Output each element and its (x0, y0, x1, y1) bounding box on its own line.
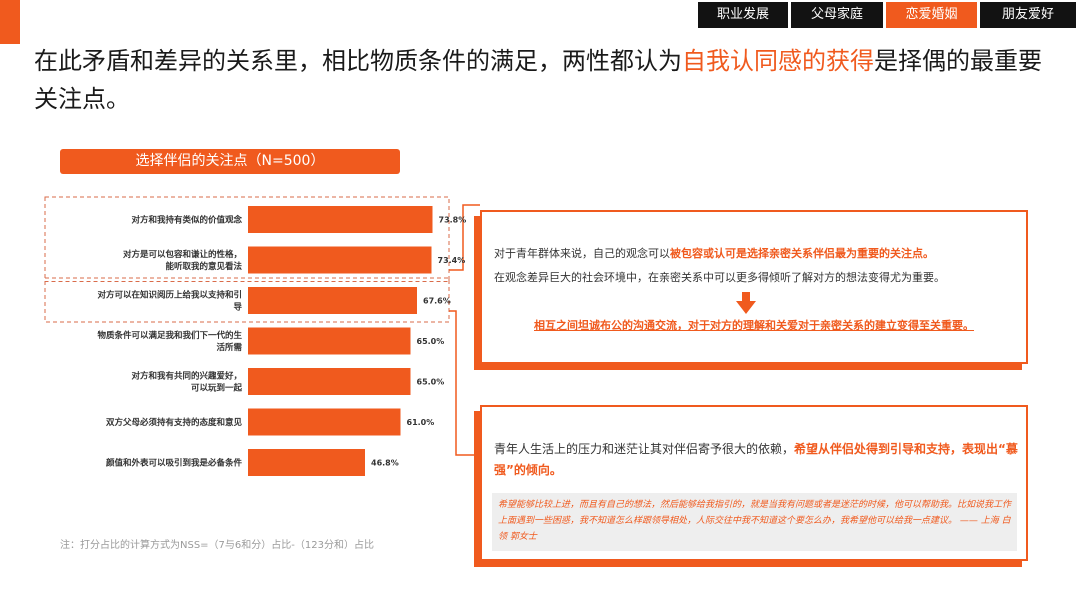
tab-family[interactable]: 父母家庭 (791, 2, 883, 28)
bar-1 (248, 246, 432, 274)
value-label-1: 73.4% (438, 256, 466, 265)
callout1-conclusion: 相互之间坦诚布公的沟通交流，对于对方的理解和关爱对于亲密关系的建立变得至关重要。 (534, 319, 974, 332)
tab-love-marriage[interactable]: 恋爱婚姻 (886, 2, 977, 28)
value-label-2: 67.6% (423, 297, 451, 306)
value-label-6: 46.8% (371, 459, 399, 468)
callout2-text-bold: 希望从伴侣处得到引导和支持，表现出“慕强”的倾向。 (494, 442, 1018, 477)
bar-6 (248, 449, 365, 476)
category-label-2-line-0: 对方可以在知识阅历上给我以支持和引 (97, 290, 242, 301)
value-label-5: 61.0% (407, 418, 435, 427)
callout-guidance-support: 青年人生活上的压力和迷茫让其对伴侣寄予很大的依赖，希望从伴侣处得到引导和支持，表… (480, 405, 1028, 561)
category-label-4-line-0: 对方和我有共同的兴趣爱好， (131, 371, 242, 382)
accent-bar (0, 0, 20, 44)
callout1-line2: 在观念差异巨大的社会环境中，在亲密关系中可以更多得倾听了解对方的想法变得尤为重要… (494, 271, 945, 284)
bar-0 (248, 206, 433, 233)
highlight-box-0 (44, 196, 450, 282)
bar-5 (248, 408, 401, 436)
callout2-text: 青年人生活上的压力和迷茫让其对伴侣寄予很大的依赖，希望从伴侣处得到引导和支持，表… (494, 439, 1018, 481)
value-label-0: 73.8% (439, 216, 467, 225)
category-label-3-line-0: 物质条件可以满足我和我们下一代的生 (97, 330, 242, 341)
category-label-2-line-1: 导 (233, 303, 242, 313)
connector-line-2 (449, 310, 480, 456)
category-label-1-line-1: 能听取我的意见看法 (165, 261, 242, 272)
callout2-text-pre: 青年人生活上的压力和迷茫让其对伴侣寄予很大的依赖， (494, 442, 795, 456)
bar-3 (248, 327, 411, 355)
bar-4 (248, 368, 411, 395)
interview-quote: 希望能够比较上进，而且有自己的想法，然后能够给我指引的，就是当我有问题或者是迷茫… (492, 493, 1017, 551)
callout-value-recognition: 对于青年群体来说，自己的观念可以被包容或认可是选择亲密关系伴侣最为重要的关注点。… (480, 210, 1028, 364)
headline-part2: 是择偶的最重要关注点。 (34, 47, 1042, 113)
value-label-3: 65.0% (417, 337, 445, 346)
callout1-line1: 对于青年群体来说，自己的观念可以被包容或认可是选择亲密关系伴侣最为重要的关注点。 (494, 246, 1014, 261)
category-label-6: 颜值和外表可以吸引到我是必备条件 (106, 458, 243, 469)
arrow-down-icon (736, 292, 756, 314)
callout1-line1-bold: 被包容或认可是选择亲密关系伴侣最为重要的关注点。 (670, 247, 934, 260)
callout1-line1-pre: 对于青年群体来说，自己的观念可以 (494, 247, 670, 260)
category-label-5: 双方父母必须持有支持的态度和意见 (106, 417, 243, 428)
category-label-4-line-1: 可以玩到一起 (191, 383, 243, 394)
bar-2 (248, 287, 417, 314)
headline-part1: 在此矛盾和差异的关系里，相比物质条件的满足，两性都认为 (34, 47, 682, 75)
category-label-0: 对方和我持有类似的价值观念 (131, 215, 242, 226)
tab-career[interactable]: 职业发展 (698, 2, 788, 28)
connector-line-1 (449, 204, 480, 271)
category-label-3-line-1: 活所需 (216, 342, 242, 353)
value-label-4: 65.0% (417, 378, 445, 387)
tab-friends-hobbies[interactable]: 朋友爱好 (980, 2, 1076, 28)
category-label-1-line-0: 对方是可以包容和谦让的性格， (123, 249, 242, 260)
nav-tabs: 职业发展 父母家庭 恋爱婚姻 朋友爱好 (698, 2, 1076, 28)
headline-highlight: 自我认同感的获得 (682, 47, 874, 75)
page-headline: 在此矛盾和差异的关系里，相比物质条件的满足，两性都认为自我认同感的获得是择偶的最… (34, 42, 1044, 118)
chart-title: 选择伴侣的关注点（N=500） (60, 149, 400, 174)
footnote: 注：打分占比的计算方式为NSS=（7与6和分）占比-（123分和）占比 (60, 540, 374, 551)
